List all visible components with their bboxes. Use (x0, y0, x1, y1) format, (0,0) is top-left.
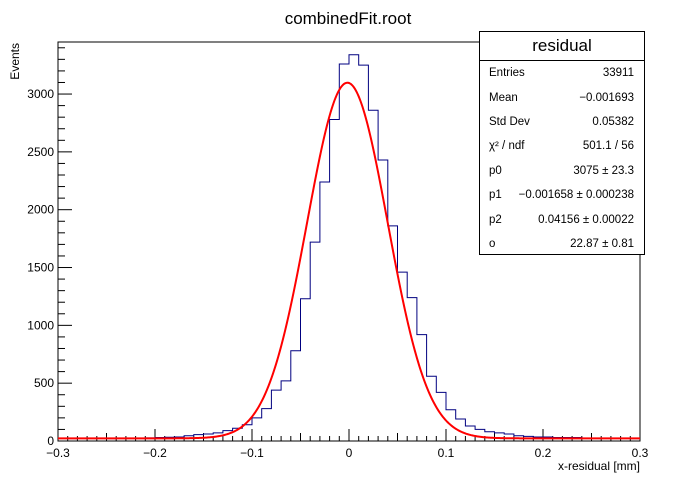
stats-row: Std Dev 0.05382 (480, 110, 644, 134)
stats-box: residual Entries 33911 Mean −0.001693 Std De… (479, 31, 645, 255)
stats-row: p0 3075 ± 23.3 (480, 159, 644, 183)
stats-value: 501.1 / 56 (582, 140, 634, 153)
stats-row: o 22.87 ± 0.81 (480, 232, 644, 256)
stats-row: p2 0.04156 ± 0.00022 (480, 207, 644, 231)
stats-value: 0.05382 (592, 115, 634, 128)
x-tick-label: −0.2 (143, 446, 167, 460)
stats-row: p1 −0.001658 ± 0.000238 (480, 183, 644, 207)
y-tick-label: 1500 (27, 261, 54, 275)
fit-curve (58, 81, 640, 440)
stats-value: 33911 (602, 67, 634, 80)
y-tick-label: 0 (47, 434, 54, 448)
stats-value: 3075 ± 23.3 (573, 164, 634, 177)
stats-label: o (489, 237, 496, 250)
x-axis: −0.3 −0.2 −0.1 0 0.1 0.2 0.3 (46, 429, 649, 460)
stats-label: Std Dev (489, 115, 530, 128)
x-tick-label: 0.3 (632, 446, 649, 460)
x-tick-label: −0.1 (240, 446, 264, 460)
x-tick-label: 0.1 (438, 446, 455, 460)
y-tick-label: 2000 (27, 203, 54, 217)
x-tick-label: −0.3 (46, 446, 70, 460)
chart-title: combinedFit.root (285, 9, 412, 28)
stats-value: −0.001658 ± 0.000238 (518, 189, 634, 202)
y-tick-label: 2500 (27, 145, 54, 159)
stats-row: Entries 33911 (480, 61, 644, 85)
stats-value: 22.87 ± 0.81 (570, 237, 634, 250)
y-tick-label: 500 (34, 376, 54, 390)
stats-value: −0.001693 (579, 91, 634, 104)
y-axis: 0 500 1000 1500 2000 2500 3000 (27, 47, 72, 448)
stats-row: Mean −0.001693 (480, 85, 644, 109)
x-tick-label: 0.2 (535, 446, 552, 460)
stats-label: p0 (489, 164, 502, 177)
stats-row: χ² / ndf 501.1 / 56 (480, 134, 644, 158)
stats-label: p1 (489, 189, 502, 202)
y-tick-label: 1000 (27, 318, 54, 332)
x-axis-label: x-residual [mm] (558, 459, 640, 473)
stats-label: χ² / ndf (489, 140, 525, 153)
y-axis-label: Events (8, 43, 22, 80)
stats-title: residual (480, 32, 644, 61)
x-tick-label: 0 (346, 446, 353, 460)
stats-label: Mean (489, 91, 518, 104)
stats-label: p2 (489, 213, 502, 226)
stats-label: Entries (489, 67, 525, 80)
stats-value: 0.04156 ± 0.00022 (538, 213, 634, 226)
y-tick-label: 3000 (27, 87, 54, 101)
